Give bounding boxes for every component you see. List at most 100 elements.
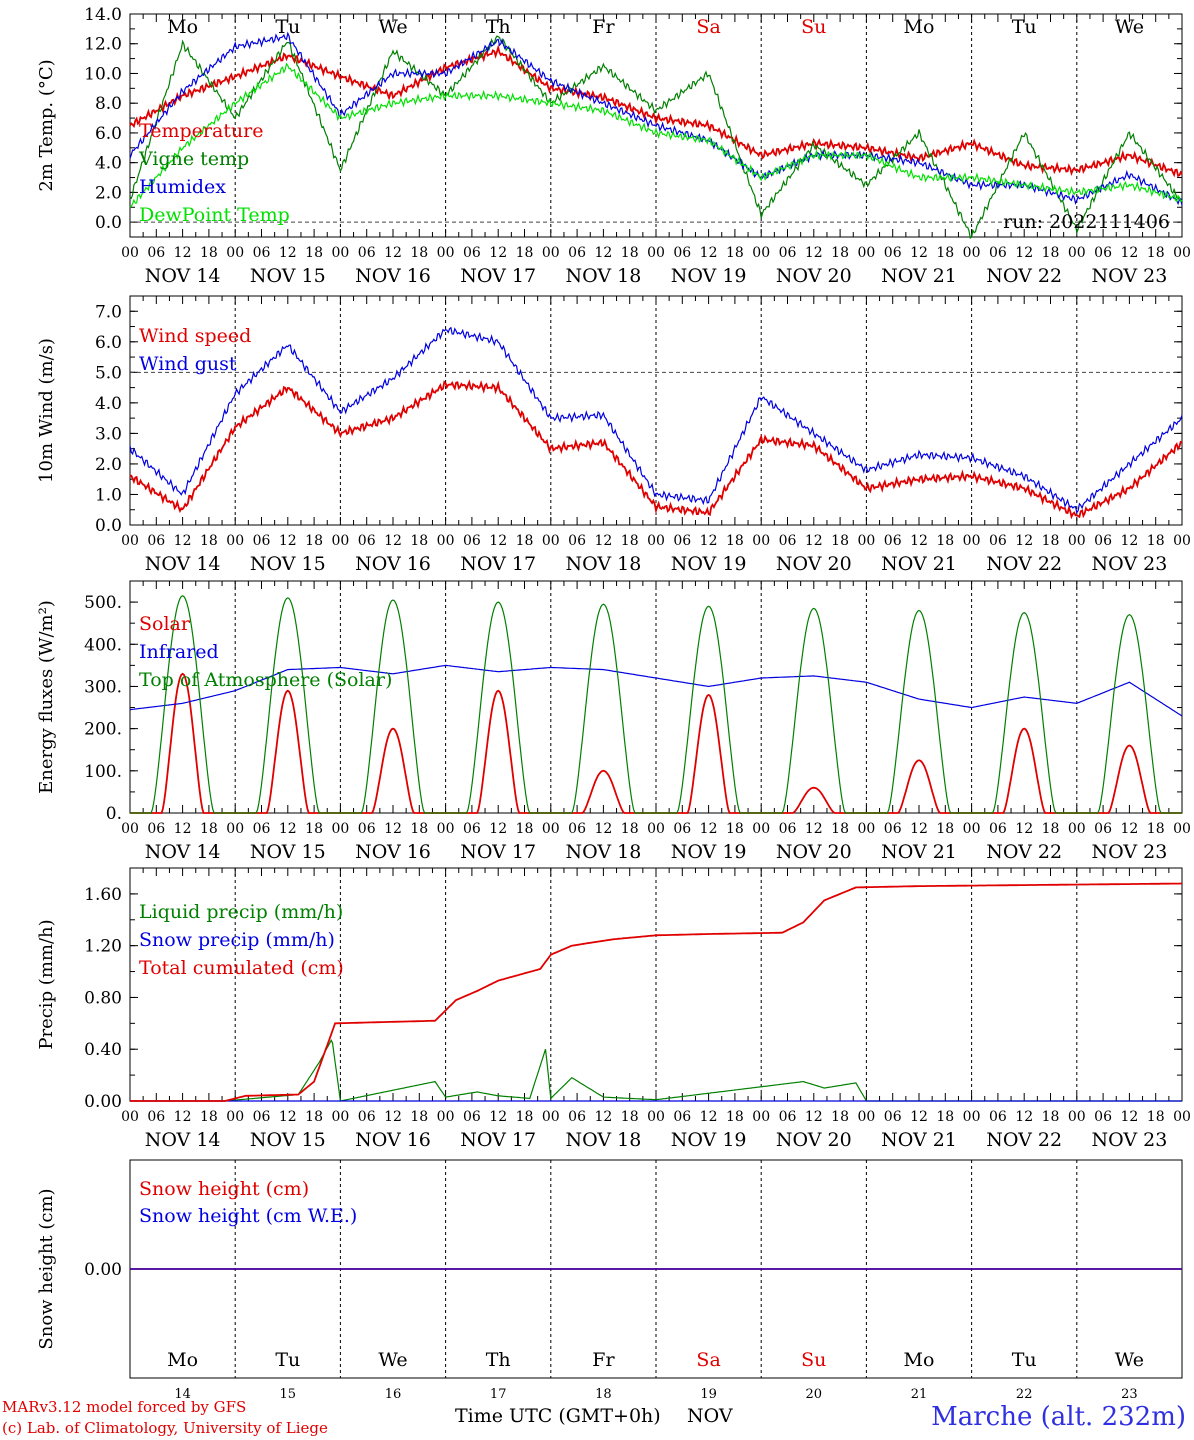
day-of-week-label: We bbox=[1115, 1349, 1144, 1371]
hour-label: 00 bbox=[647, 533, 665, 549]
hour-label: 18 bbox=[936, 1109, 954, 1125]
hour-label: 00 bbox=[331, 245, 349, 261]
hour-label: 06 bbox=[673, 245, 691, 261]
hour-label: 00 bbox=[542, 821, 560, 837]
hour-label: 18 bbox=[410, 821, 428, 837]
date-label: NOV 20 bbox=[776, 841, 852, 863]
hour-label: 00 bbox=[1173, 1109, 1191, 1125]
date-label: NOV 15 bbox=[250, 1129, 326, 1151]
hour-label: 06 bbox=[779, 245, 797, 261]
date-label: NOV 22 bbox=[986, 1129, 1062, 1151]
hour-label: 12 bbox=[279, 821, 297, 837]
day-of-week-label: Mo bbox=[167, 1349, 198, 1371]
y-tick-label: 2.0 bbox=[95, 455, 122, 475]
y-tick-label: 1.60 bbox=[84, 885, 122, 905]
bottom-date-label: 21 bbox=[911, 1387, 928, 1400]
y-tick-label: 14.0 bbox=[84, 5, 122, 25]
hour-label: 06 bbox=[147, 245, 165, 261]
hour-label: 00 bbox=[647, 1109, 665, 1125]
date-label: NOV 21 bbox=[881, 1129, 957, 1151]
hour-label: 12 bbox=[489, 245, 507, 261]
hour-label: 00 bbox=[752, 533, 770, 549]
hour-label: 12 bbox=[1015, 1109, 1033, 1125]
date-label: NOV 15 bbox=[250, 841, 326, 863]
series-line-dewpoint-temp bbox=[129, 62, 1183, 208]
date-label: NOV 22 bbox=[986, 841, 1062, 863]
hour-label: 18 bbox=[200, 533, 218, 549]
y-tick-label: 6.0 bbox=[95, 333, 122, 353]
hour-label: 18 bbox=[621, 821, 639, 837]
date-label: NOV 23 bbox=[1091, 265, 1167, 287]
hour-label: 12 bbox=[279, 245, 297, 261]
y-tick-label: 3.0 bbox=[95, 424, 122, 444]
legend-entry: Total cumulated (cm) bbox=[139, 957, 344, 979]
day-of-week-label: Th bbox=[486, 16, 511, 38]
date-label: NOV 20 bbox=[776, 1129, 852, 1151]
date-label: NOV 23 bbox=[1091, 1129, 1167, 1151]
run-label: run: 2022111406 bbox=[1003, 211, 1170, 233]
y-tick-label: 5.0 bbox=[95, 363, 122, 383]
hour-label: 18 bbox=[1147, 533, 1165, 549]
hour-label: 18 bbox=[831, 821, 849, 837]
hour-label: 06 bbox=[568, 245, 586, 261]
hour-label: 12 bbox=[910, 533, 928, 549]
date-label: NOV 22 bbox=[986, 553, 1062, 575]
date-label: NOV 20 bbox=[776, 265, 852, 287]
bottom-date-label: 23 bbox=[1121, 1387, 1138, 1400]
y-tick-label: 1.20 bbox=[84, 937, 122, 957]
hour-label: 06 bbox=[358, 245, 376, 261]
model-credit: MARv3.12 model forced by GFS bbox=[2, 1398, 247, 1416]
hour-label: 00 bbox=[857, 821, 875, 837]
hour-label: 12 bbox=[489, 1109, 507, 1125]
y-tick-label: 100. bbox=[84, 762, 122, 782]
hour-label: 12 bbox=[1120, 1109, 1138, 1125]
hour-label: 18 bbox=[516, 533, 534, 549]
date-label: NOV 16 bbox=[355, 553, 431, 575]
day-of-week-label: Sa bbox=[696, 1349, 720, 1371]
day-of-week-label: We bbox=[1115, 16, 1144, 38]
y-tick-label: 0.00 bbox=[84, 1260, 122, 1280]
legend-entry: Snow precip (mm/h) bbox=[139, 929, 335, 951]
date-label: NOV 19 bbox=[671, 1129, 747, 1151]
hour-label: 12 bbox=[174, 245, 192, 261]
hour-label: 06 bbox=[253, 533, 271, 549]
bottom-date-label: 20 bbox=[806, 1387, 823, 1400]
hour-label: 06 bbox=[147, 821, 165, 837]
y-tick-label: 4.0 bbox=[95, 394, 122, 414]
hour-label: 18 bbox=[1147, 821, 1165, 837]
date-label: NOV 16 bbox=[355, 1129, 431, 1151]
hour-label: 12 bbox=[910, 245, 928, 261]
series-line-total-cumulated-cm- bbox=[130, 882, 1182, 1102]
date-label: NOV 19 bbox=[671, 841, 747, 863]
hour-label: 06 bbox=[568, 1109, 586, 1125]
hour-label: 00 bbox=[226, 533, 244, 549]
hour-label: 18 bbox=[1147, 245, 1165, 261]
date-label: NOV 15 bbox=[250, 265, 326, 287]
hour-label: 00 bbox=[1068, 533, 1086, 549]
legend-entry: Snow height (cm W.E.) bbox=[139, 1205, 357, 1227]
bottom-date-label: 15 bbox=[280, 1387, 297, 1400]
y-tick-label: 200. bbox=[84, 720, 122, 740]
date-label: NOV 18 bbox=[565, 1129, 641, 1151]
hour-label: 12 bbox=[174, 533, 192, 549]
lab-credit: (c) Lab. of Climatology, University of L… bbox=[2, 1419, 328, 1437]
legend-entry: Liquid precip (mm/h) bbox=[139, 901, 343, 923]
hour-label: 12 bbox=[384, 245, 402, 261]
hour-label: 12 bbox=[174, 1109, 192, 1125]
date-label: NOV 17 bbox=[460, 265, 536, 287]
day-of-week-label: Mo bbox=[904, 1349, 935, 1371]
hour-label: 12 bbox=[805, 245, 823, 261]
hour-label: 12 bbox=[1120, 245, 1138, 261]
hour-label: 12 bbox=[700, 821, 718, 837]
hour-label: 06 bbox=[1094, 245, 1112, 261]
date-label: NOV 21 bbox=[881, 841, 957, 863]
hour-label: 00 bbox=[857, 1109, 875, 1125]
y-axis-label: 2m Temp. (°C) bbox=[36, 59, 57, 191]
date-label: NOV 17 bbox=[460, 841, 536, 863]
hour-label: 06 bbox=[884, 821, 902, 837]
hour-label: 06 bbox=[779, 533, 797, 549]
series-line-infrared bbox=[129, 664, 1183, 717]
hour-label: 12 bbox=[384, 533, 402, 549]
hour-label: 00 bbox=[331, 533, 349, 549]
legend-entry: Infrared bbox=[139, 641, 219, 663]
